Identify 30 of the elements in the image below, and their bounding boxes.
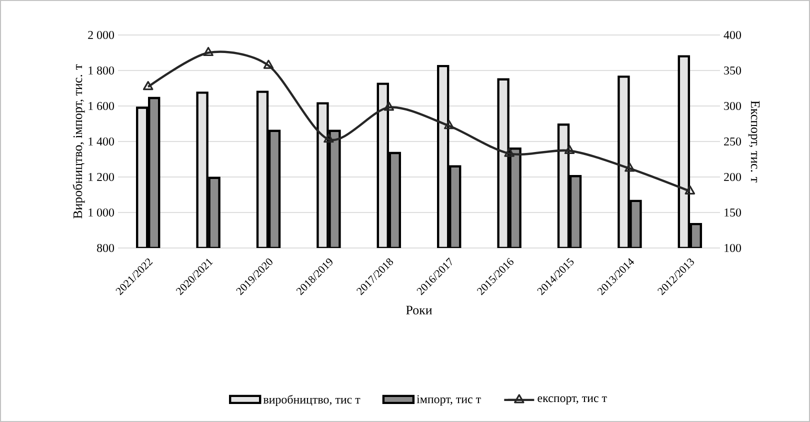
- y-tick-label: 2 000: [88, 30, 114, 40]
- y2-axis-title: Експорт, тис. т: [748, 100, 760, 182]
- y2-tick-label: 250: [724, 137, 742, 146]
- legend-label: експорт, тис т: [538, 396, 607, 405]
- y-tick-label: 800: [97, 244, 114, 252]
- legend-label: виробництво, тис т: [263, 394, 360, 406]
- point: [263, 60, 274, 69]
- y-tick-label: 1 400: [88, 137, 114, 146]
- point: [624, 162, 635, 172]
- point: [564, 144, 575, 154]
- y-axis-title: Виробництво, імпорт, тис. т: [72, 64, 85, 219]
- point: [203, 46, 214, 56]
- y2-tick-label: 300: [724, 102, 742, 110]
- y2-tick-label: 150: [724, 208, 742, 217]
- y2-tick-label: 400: [724, 30, 742, 40]
- point: [324, 134, 334, 143]
- point: [384, 102, 394, 111]
- y-tick-label: 1 600: [88, 102, 114, 110]
- y-tick-label: 1 800: [88, 66, 114, 75]
- point: [684, 185, 696, 194]
- y2-tick-label: 100: [724, 244, 742, 252]
- point: [142, 81, 154, 90]
- legend-label: імпорт, тис т: [416, 395, 481, 406]
- x-axis-title: Роки: [406, 306, 432, 314]
- y2-tick-label: 200: [724, 172, 742, 182]
- point: [444, 120, 454, 130]
- y2-tick-label: 350: [724, 66, 742, 75]
- y-tick-label: 1 200: [88, 172, 114, 182]
- y-tick-label: 1 000: [88, 208, 114, 217]
- point: [504, 148, 514, 157]
